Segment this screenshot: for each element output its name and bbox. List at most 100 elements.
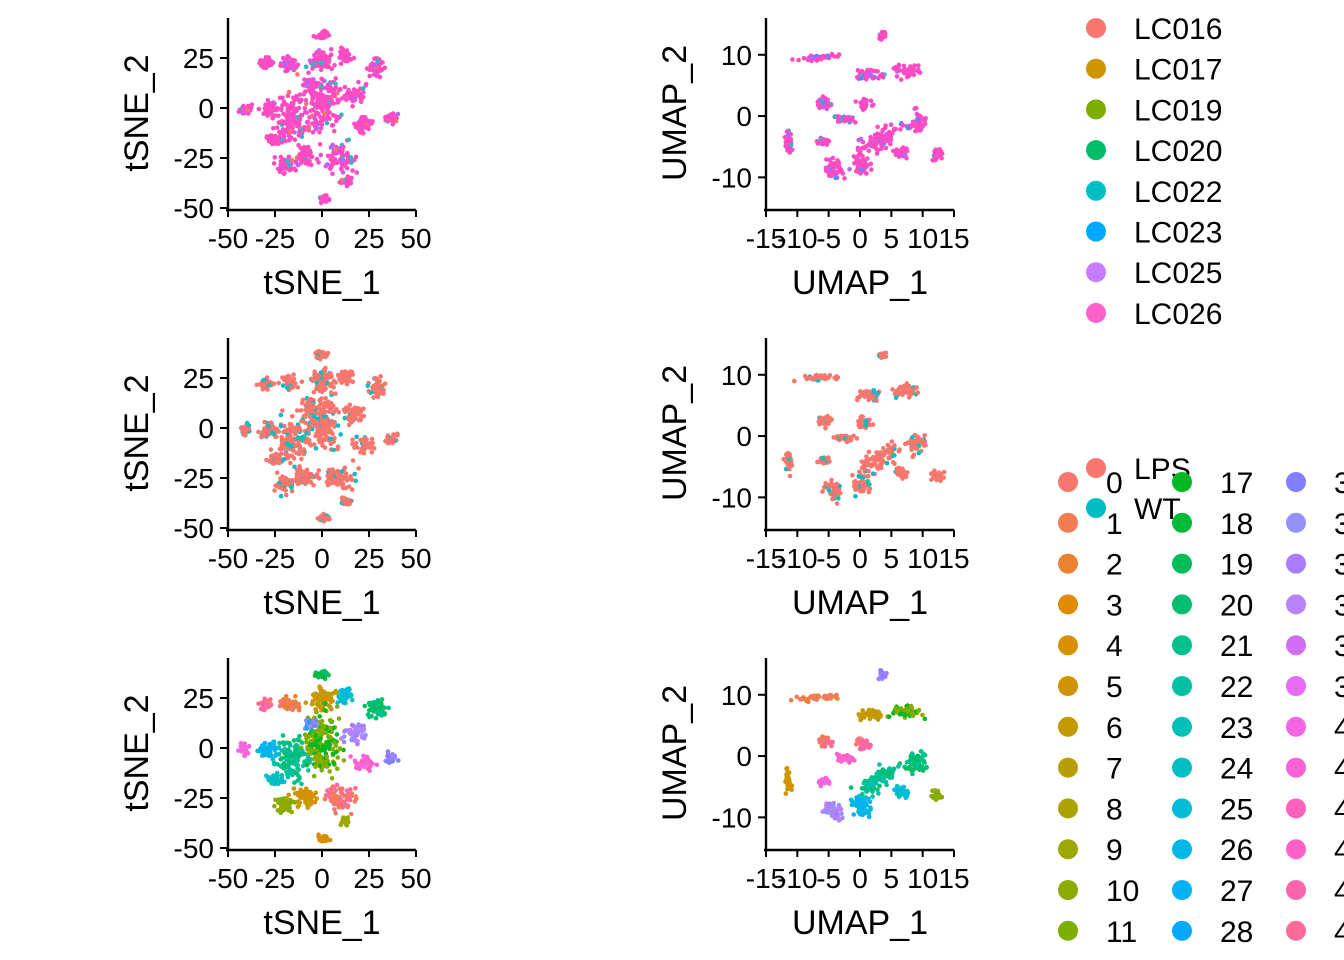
x-tick-label: 25 [353,863,384,894]
point [825,739,831,744]
point [302,127,307,133]
x-axis-label: tSNE_1 [263,904,380,942]
point [281,111,286,117]
point [889,775,895,780]
point [906,67,912,72]
point [293,65,299,70]
point [872,135,877,141]
point [269,133,275,138]
point [284,380,290,386]
point [876,791,881,796]
point [912,438,918,444]
point [333,81,338,87]
point [278,797,284,802]
point [361,131,366,136]
point [284,115,290,120]
point [288,128,294,134]
y-tick-label: 0 [198,733,214,764]
point [832,114,837,120]
point [331,161,337,166]
point [302,105,308,111]
point [271,745,276,751]
point [866,148,872,153]
point [367,441,372,446]
point [317,142,323,147]
point [280,103,285,108]
point [313,733,319,738]
point [358,91,363,97]
point [271,161,277,166]
point [326,196,332,202]
point [347,501,352,507]
point [282,800,288,806]
point [318,60,324,66]
points-3 [239,349,400,524]
point [323,396,328,401]
point [288,428,294,433]
point [278,164,284,170]
point [857,424,862,430]
point [859,465,865,471]
point [291,372,296,377]
point [870,422,876,427]
point [255,748,260,754]
point [345,804,350,810]
point [372,375,378,381]
point [260,700,266,706]
point [298,408,304,413]
point [831,164,836,170]
point [249,102,255,107]
point [826,165,832,171]
point [240,104,246,109]
point [312,370,318,376]
point [922,433,927,438]
point [790,57,795,62]
point [241,746,247,752]
point [329,390,334,395]
point [874,450,879,455]
point [864,802,869,808]
point [862,145,868,150]
x-tick-label: -25 [255,863,295,894]
point [344,55,349,60]
point [907,440,912,446]
point [898,469,903,475]
point [863,712,868,718]
point [376,712,382,717]
point [280,733,286,738]
point [303,700,309,705]
point [853,493,858,499]
point [341,739,347,745]
point [236,109,242,115]
point [269,108,275,113]
point [848,785,854,790]
point [294,108,299,114]
point [275,484,281,489]
point [829,51,835,57]
point [260,753,265,758]
point [830,169,835,174]
point [870,787,875,792]
point [327,735,333,741]
point [915,116,921,122]
point [305,747,310,752]
point [330,751,336,757]
point [364,761,369,766]
point [288,112,293,117]
point [871,140,876,145]
point [305,792,310,798]
point [837,490,843,496]
point [317,759,323,765]
point [297,733,302,739]
point [827,157,832,162]
point [349,369,355,375]
point [290,385,295,390]
point [331,378,337,384]
point [272,155,278,160]
point [284,158,290,164]
point [356,722,361,727]
point [340,163,345,168]
point [313,790,319,795]
point [896,62,902,68]
